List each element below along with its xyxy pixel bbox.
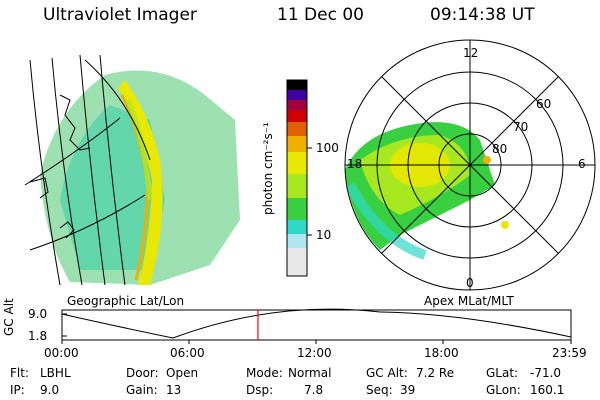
timeline-tick-1: 06:00	[170, 346, 205, 360]
time-label: 09:14:38 UT	[430, 5, 535, 25]
instrument-title: Ultraviolet Imager	[43, 5, 197, 25]
dsp-label: Dsp:	[246, 383, 274, 397]
colorbar-tick-100: 100	[316, 141, 339, 155]
mode-label: Mode:	[246, 366, 283, 380]
timeline-tick-2: 12:00	[297, 346, 332, 360]
glat-value: -71.0	[530, 366, 562, 380]
timeline-y-top: 9.0	[28, 307, 48, 321]
polar-grid	[344, 39, 596, 291]
mode-value: Normal	[288, 366, 332, 380]
gcalt-label: GC Alt:	[366, 366, 408, 380]
door-value: Open	[166, 366, 199, 380]
glon-label: GLon:	[486, 383, 521, 397]
ip-label: IP:	[10, 383, 25, 397]
geographic-image	[24, 54, 240, 286]
timeline-plot	[61, 308, 572, 344]
dsp-value: 7.8	[304, 383, 324, 397]
glon-value: 160.1	[530, 383, 565, 397]
timeline-tick-0: 00:00	[44, 346, 79, 360]
glat-label: GLat:	[486, 366, 519, 380]
apex-caption: Apex MLat/MLT	[424, 294, 514, 308]
filter-value: LBHL	[40, 366, 71, 380]
gain-value: 13	[166, 383, 182, 397]
timeline-axis-label: GC Alt	[2, 298, 16, 336]
timeline-tick-3: 18:00	[424, 346, 459, 360]
mlt-18-label: 18	[347, 157, 363, 171]
polar-plot	[344, 39, 596, 291]
geographic-graticule	[24, 54, 151, 286]
filter-label: Flt:	[10, 366, 29, 380]
seq-value: 39	[400, 383, 416, 397]
gcalt-value: 7.2 Re	[416, 366, 455, 380]
date-label: 11 Dec 00	[277, 5, 364, 25]
mlat-60-label: 60	[536, 97, 552, 111]
gain-label: Gain:	[126, 383, 158, 397]
door-label: Door:	[126, 366, 159, 380]
color-bar	[286, 79, 312, 277]
timeline-y-bottom: 1.8	[28, 329, 48, 343]
ip-value: 9.0	[40, 383, 60, 397]
colorbar-tick-10: 10	[316, 228, 332, 242]
colorbar-unit-label: photon cm⁻²s⁻¹	[261, 122, 275, 215]
seq-label: Seq:	[366, 383, 393, 397]
timeline-tick-4: 23:59	[552, 346, 587, 360]
mlt-12-label: 12	[463, 46, 479, 60]
mlat-80-label: 80	[492, 142, 508, 156]
mlt-0-label: 0	[466, 276, 474, 290]
mlt-6-label: 6	[578, 157, 586, 171]
geographic-caption: Geographic Lat/Lon	[67, 294, 185, 308]
mlat-70-label: 70	[513, 120, 529, 134]
